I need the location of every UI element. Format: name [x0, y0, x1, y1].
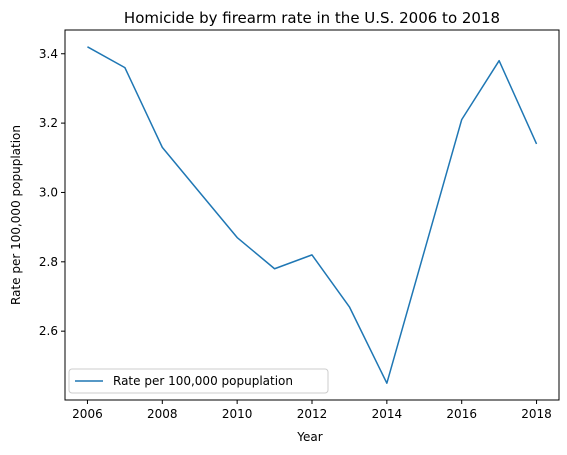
y-axis-title: Rate per 100,000 popuplation	[9, 125, 23, 305]
x-axis-title: Year	[296, 430, 322, 444]
x-tick-label: 2016	[446, 407, 477, 421]
x-tick-label: 2012	[297, 407, 328, 421]
x-tick-label: 2018	[521, 407, 552, 421]
x-tick-label: 2008	[147, 407, 178, 421]
x-tick-label: 2010	[222, 407, 253, 421]
y-tick-label: 3.2	[39, 116, 58, 130]
y-tick-label: 3.4	[39, 47, 58, 61]
chart-title: Homicide by firearm rate in the U.S. 200…	[124, 9, 500, 27]
legend-label: Rate per 100,000 popuplation	[113, 374, 293, 388]
y-tick-label: 3.0	[39, 185, 58, 199]
x-tick-label: 2014	[372, 407, 403, 421]
legend: Rate per 100,000 popuplation	[69, 369, 328, 393]
y-tick-label: 2.8	[39, 255, 58, 269]
y-tick-label: 2.6	[39, 324, 58, 338]
x-tick-label: 2006	[72, 407, 103, 421]
